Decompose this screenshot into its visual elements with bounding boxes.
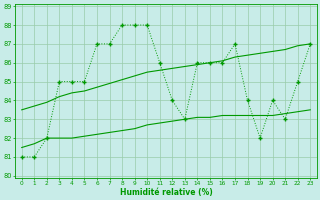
X-axis label: Humidité relative (%): Humidité relative (%): [120, 188, 212, 197]
